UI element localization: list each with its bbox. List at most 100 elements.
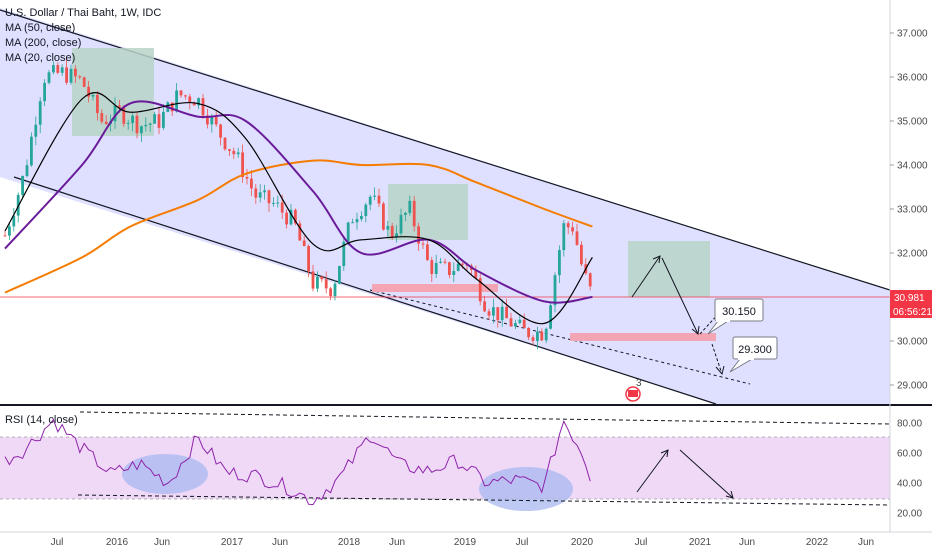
price-tick-label: 29.000 xyxy=(897,381,928,392)
support-zone-2[interactable] xyxy=(570,333,716,341)
candle-body xyxy=(267,190,271,204)
candle-body xyxy=(492,307,495,316)
time-axis[interactable]: Jul 2016 Jun 2017 Jun 2018 Jun 2019 Jul 2020 Jul 20… xyxy=(51,537,874,548)
last-price-tag: 30.981 06:56:21 xyxy=(890,290,932,318)
candle-body xyxy=(254,188,258,198)
rsi-ellipse-1[interactable] xyxy=(122,454,208,494)
ma50-line[interactable] xyxy=(4,100,593,304)
candle-body xyxy=(474,269,478,279)
candle-body xyxy=(562,223,566,251)
projection-box[interactable] xyxy=(628,241,710,297)
candle-body xyxy=(201,98,205,116)
candle-body xyxy=(100,113,104,122)
candle-body xyxy=(184,95,187,97)
target-value-2: 29.300 xyxy=(738,344,772,356)
candle-body xyxy=(527,328,530,338)
candle-body xyxy=(430,260,434,275)
candle-body xyxy=(87,86,90,97)
candle-body xyxy=(426,244,429,261)
candle-body xyxy=(443,261,447,263)
rsi-resistance-line[interactable] xyxy=(79,411,891,425)
dashed-support-line[interactable] xyxy=(369,289,751,385)
candle-body xyxy=(96,94,99,114)
time-tick-label: Jun xyxy=(389,537,405,548)
candle-body xyxy=(395,233,398,238)
candle-body xyxy=(558,250,561,276)
price-tick-label: 30.000 xyxy=(897,337,928,348)
candle-body xyxy=(21,175,24,195)
consolidation-box-1[interactable] xyxy=(72,48,154,136)
candle-body xyxy=(188,96,192,103)
candle-body xyxy=(153,114,156,124)
candle-body xyxy=(214,116,218,125)
target-label-1[interactable]: 30.150 xyxy=(707,298,764,335)
candle-body xyxy=(272,202,275,204)
candle-body xyxy=(500,306,504,321)
support-zone-1[interactable] xyxy=(372,284,498,292)
candle-body xyxy=(505,306,508,319)
candle-body xyxy=(223,137,227,150)
candle-body xyxy=(232,150,236,155)
candle-body xyxy=(25,165,29,176)
target-label-2[interactable]: 29.300 xyxy=(729,336,778,373)
rsi-ellipse-2[interactable] xyxy=(479,467,573,511)
candle-body xyxy=(514,323,517,327)
candle-body xyxy=(74,68,77,77)
rsi-axis[interactable]: 80.00 60.00 40.00 20.00 xyxy=(897,419,922,520)
rsi-support-line[interactable] xyxy=(77,494,891,506)
candle-body xyxy=(241,152,244,178)
ma20-legend[interactable]: MA (20, close) xyxy=(5,52,76,64)
channel-lower-line[interactable] xyxy=(13,176,717,405)
candle-body xyxy=(78,76,82,78)
candle-body xyxy=(588,273,592,287)
candle-body xyxy=(34,124,38,137)
ma200-line[interactable] xyxy=(4,159,593,294)
rsi-projection-arrows[interactable] xyxy=(636,449,734,499)
candle-body xyxy=(206,115,209,125)
candle-body xyxy=(412,200,416,227)
candle-body xyxy=(448,262,451,276)
projection-arrows[interactable] xyxy=(631,255,725,376)
price-tick-label: 36.000 xyxy=(897,73,928,84)
time-tick-label: 2020 xyxy=(571,537,594,548)
candle-body xyxy=(38,101,42,125)
rsi-tick-label: 40.00 xyxy=(897,479,922,490)
time-tick-label: Jul xyxy=(635,537,648,548)
candle-body xyxy=(210,116,214,125)
candle-body xyxy=(126,123,130,125)
candle-body xyxy=(531,337,535,341)
candle-body xyxy=(478,278,482,302)
candle-body xyxy=(566,223,570,228)
candle-body xyxy=(496,307,500,321)
candle-body xyxy=(518,319,522,324)
candle-body xyxy=(439,261,442,263)
candle-body xyxy=(316,276,319,289)
event-flag-badge[interactable]: 3 xyxy=(625,378,642,402)
candle-body xyxy=(329,288,332,297)
candle-body xyxy=(408,200,412,213)
ma50-legend[interactable]: MA (50, close) xyxy=(5,22,76,34)
candle-body xyxy=(263,190,266,193)
candle-body xyxy=(65,67,68,83)
rsi-tick-label: 20.00 xyxy=(897,509,922,520)
candle-body xyxy=(307,246,310,272)
candle-body xyxy=(60,67,64,73)
time-tick-label: 2016 xyxy=(106,537,129,548)
candle-body xyxy=(118,105,121,108)
rsi-legend[interactable]: RSI (14, close) xyxy=(5,414,78,426)
candle-body xyxy=(364,204,368,217)
candle-body xyxy=(131,115,134,124)
candle-body xyxy=(294,209,297,224)
candle-body xyxy=(192,102,196,106)
rsi-line[interactable] xyxy=(4,418,591,506)
candle-body xyxy=(553,275,557,306)
ma200-legend[interactable]: MA (200, close) xyxy=(5,37,82,49)
candle-body xyxy=(219,124,222,138)
time-tick-label: 2019 xyxy=(454,537,477,548)
symbol-title[interactable]: U.S. Dollar / Thai Baht, 1W, IDC xyxy=(5,7,162,19)
candle-body xyxy=(404,212,407,215)
candle-body xyxy=(421,243,425,245)
price-axis[interactable]: 37.00036.00035.00034.00033.00032.00031.0… xyxy=(890,29,928,392)
ma20-line[interactable] xyxy=(4,92,593,325)
